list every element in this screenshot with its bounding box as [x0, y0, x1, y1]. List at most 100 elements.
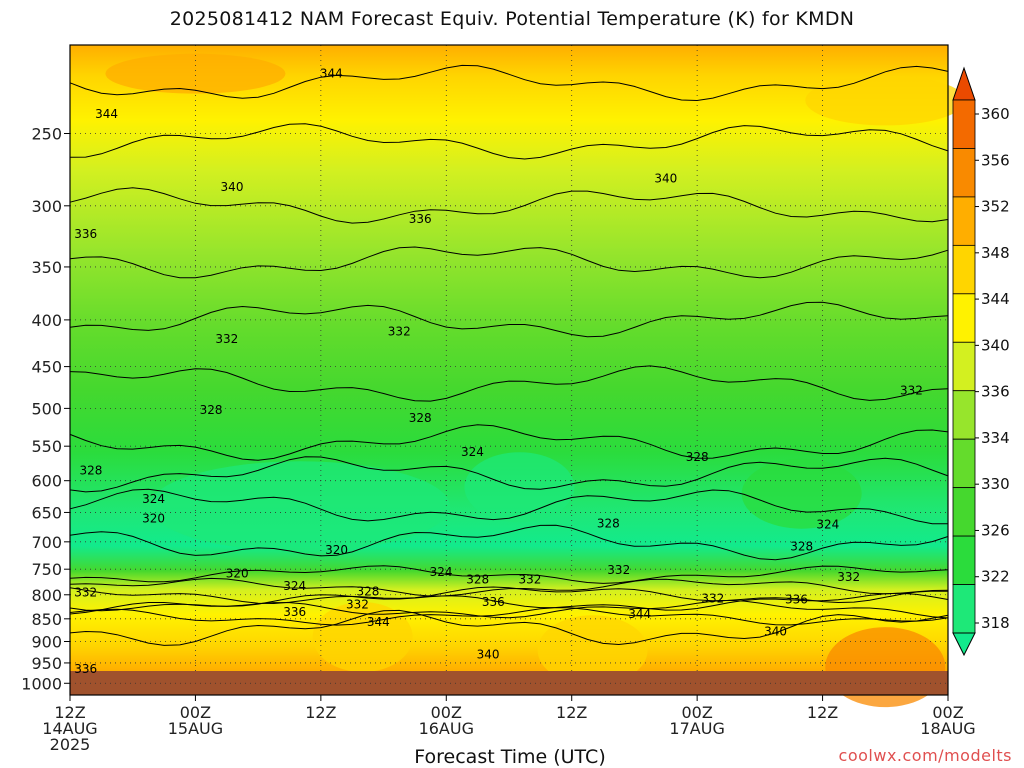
contour-label: 320	[142, 511, 165, 525]
field-patch	[149, 461, 450, 552]
colorbar-tick-label: 322	[981, 568, 1010, 586]
contour-label: 344	[95, 107, 118, 121]
contour-label: 328	[409, 411, 432, 425]
contour-label: 332	[900, 384, 923, 398]
y-tick-label: 600	[31, 472, 62, 491]
contour-label: 336	[74, 227, 97, 241]
x-tick-label: 00Z	[431, 703, 462, 722]
contour-label: 324	[430, 565, 453, 579]
y-tick-label: 800	[31, 586, 62, 605]
colorbar-box	[952, 196, 976, 246]
contour-line	[69, 365, 949, 402]
axes: 250 300 350 400 450 500 550 600 650 700 750 800 850 9…	[21, 44, 976, 754]
contour-lines	[69, 64, 949, 646]
contour-label: 328	[200, 403, 223, 417]
x-tick-label: 00Z	[681, 703, 712, 722]
y-tick-label: 900	[31, 632, 62, 651]
contour-label: 332	[837, 570, 860, 584]
colorbar-box	[952, 293, 976, 343]
contour-line	[69, 64, 949, 102]
x-tick-label: 00Z	[932, 703, 963, 722]
y-tick-label: 550	[31, 437, 62, 456]
x-tick-label: 12Z	[305, 703, 336, 722]
colorbar-tick-label: 330	[981, 475, 1010, 493]
colorbar-box	[952, 341, 976, 392]
y-tick-label: 1000	[21, 674, 62, 693]
contour-label: 332	[701, 592, 724, 606]
contour-label: 324	[283, 579, 306, 593]
contour-line	[69, 599, 949, 619]
colorbar-tick-label: 318	[981, 614, 1010, 632]
contour-label: 344	[367, 615, 390, 629]
contour-label: 344	[320, 67, 343, 81]
colorbar-tick-label: 336	[981, 383, 1010, 401]
contour-label: 320	[325, 543, 348, 557]
y-tick-label: 700	[31, 533, 62, 552]
contour-line	[69, 524, 949, 561]
contour-line	[69, 586, 949, 605]
colorbar-tick-label: 352	[981, 198, 1010, 216]
colorbar-tick-label: 344	[981, 290, 1010, 308]
contour-line	[69, 187, 949, 224]
y-tick-label: 400	[31, 311, 62, 330]
contour-label: 332	[74, 585, 97, 599]
x-tick-label: 12Z	[54, 703, 85, 722]
x-tick-label: 12Z	[556, 703, 587, 722]
contour-label: 336	[74, 662, 97, 676]
contour-labels: 3443443403403363363323323323283283283283…	[74, 67, 923, 676]
contour-line	[69, 424, 949, 461]
field-patch	[105, 53, 286, 94]
contour-label: 332	[346, 598, 369, 612]
contour-line	[69, 488, 949, 525]
contour-line	[69, 123, 949, 160]
x-tick-label: 15AUG	[168, 719, 223, 738]
contour-label: 336	[283, 605, 306, 619]
contour-line	[69, 246, 949, 279]
credit-link[interactable]: coolwx.com/modelts	[838, 746, 1012, 765]
contour-label: 328	[597, 516, 620, 530]
x-tick-label: 17AUG	[669, 719, 724, 738]
colorbar-box	[952, 438, 976, 489]
contour-line	[69, 565, 949, 584]
contour-label: 340	[221, 180, 244, 194]
colorbar-tick-label: 326	[981, 521, 1010, 539]
colorbar-tick-label: 340	[981, 336, 1010, 354]
x-tick-label: 16AUG	[419, 719, 474, 738]
colorbar-max-arrow	[952, 66, 976, 101]
contour-label: 332	[388, 325, 411, 339]
field-patch	[537, 615, 648, 686]
ground	[70, 671, 948, 695]
colorbar-box	[952, 148, 976, 198]
contour-label: 328	[466, 573, 489, 587]
x-tick-label: 14AUG	[42, 719, 97, 738]
plot-area	[70, 45, 966, 708]
theta-e-field	[70, 45, 948, 671]
x-tick-label: 12Z	[807, 703, 838, 722]
y-tick-label: 350	[31, 258, 62, 277]
contour-label: 340	[764, 625, 787, 639]
x-tick-label: 18AUG	[920, 719, 975, 738]
x-axis-title: Forecast Time (UTC)	[414, 746, 606, 768]
contour-label: 344	[628, 607, 651, 621]
field-patch	[805, 75, 966, 126]
y-tick-label: 450	[31, 358, 62, 377]
contour-label: 332	[518, 573, 541, 587]
contour-label: 332	[607, 563, 630, 577]
chart-title: 2025081412 NAM Forecast Equiv. Potential…	[169, 8, 855, 30]
y-tick-label: 250	[31, 124, 62, 143]
contour-label: 328	[356, 584, 379, 598]
contour-label: 336	[785, 593, 808, 607]
plot-frame	[69, 44, 949, 696]
contour-label: 328	[686, 450, 709, 464]
colorbar-box	[952, 244, 976, 295]
x-tick-label: 2025	[50, 735, 91, 754]
y-tick-label: 300	[31, 197, 62, 216]
colorbar-min-arrow	[952, 632, 976, 657]
x-tick-label: 00Z	[180, 703, 211, 722]
colorbar-box	[952, 535, 976, 585]
contour-label: 328	[79, 464, 102, 478]
contour-line	[69, 577, 949, 597]
contour-line	[69, 607, 949, 626]
colorbar: 360 356 352 348 344 340 336 334 330 326 322 318	[952, 66, 1010, 657]
